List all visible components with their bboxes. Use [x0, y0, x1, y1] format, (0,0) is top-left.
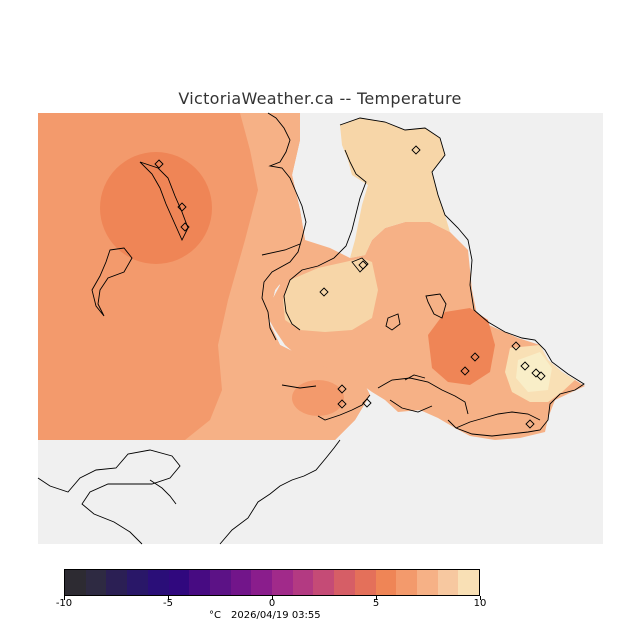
- colorbar: [64, 569, 480, 596]
- colorbar-tick: [272, 596, 273, 600]
- colorbar-tick-label: 10: [473, 598, 487, 609]
- colorbar-tick-label: 5: [372, 598, 380, 609]
- diamond-icon: [520, 361, 530, 371]
- diamond-icon: [536, 371, 546, 381]
- colorbar-bin: [230, 570, 252, 595]
- diamond-icon: [358, 260, 368, 270]
- land-pale-patch: [283, 258, 378, 332]
- diamond-icon: [362, 398, 372, 408]
- colorbar-tick: [64, 596, 65, 600]
- colorbar-bin: [209, 570, 231, 595]
- diamond-icon: [180, 222, 190, 232]
- diamond-icon: [177, 202, 187, 212]
- diamond-icon: [460, 366, 470, 376]
- colorbar-bin: [85, 570, 107, 595]
- colorbar-bin: [416, 570, 438, 595]
- colorbar-tick: [480, 596, 481, 600]
- colorbar-bin: [65, 570, 86, 595]
- land-north: [340, 118, 450, 258]
- colorbar-tick-label: -10: [55, 598, 73, 609]
- colorbar-bin: [313, 570, 335, 595]
- diamond-icon: [337, 384, 347, 394]
- colorbar-bin: [189, 570, 210, 595]
- colorbar-bin: [147, 570, 169, 595]
- colorbar-bin: [375, 570, 397, 595]
- unit-label: °C: [209, 610, 221, 621]
- map-title: VictoriaWeather.ca -- Temperature: [178, 89, 462, 108]
- station-markers: [154, 145, 546, 429]
- colorbar-bin: [334, 570, 355, 595]
- colorbar-bin: [437, 570, 459, 595]
- diamond-icon: [470, 352, 480, 362]
- temperature-warm-spot: [100, 152, 212, 264]
- temperature-warm-south: [292, 380, 344, 416]
- diamond-icon: [154, 159, 164, 169]
- colorbar-bin: [458, 570, 480, 595]
- colorbar-bin: [272, 570, 293, 595]
- colorbar-tick-label: -5: [163, 598, 173, 609]
- colorbar-tick: [376, 596, 377, 600]
- colorbar-bin: [127, 570, 148, 595]
- colorbar-tick: [168, 596, 169, 600]
- diamond-icon: [511, 341, 521, 351]
- diamond-icon: [337, 399, 347, 409]
- timestamp: 2026/04/19 03:55: [231, 610, 321, 621]
- colorbar-bin: [106, 570, 128, 595]
- diamond-icon: [531, 368, 541, 378]
- colorbar-bin: [354, 570, 376, 595]
- diamond-icon: [319, 287, 329, 297]
- colorbar-tick-label: 0: [268, 598, 276, 609]
- temperature-warm-east: [428, 308, 495, 385]
- colorbar-bin: [168, 570, 190, 595]
- colorbar-bin: [292, 570, 314, 595]
- colorbar-bin: [396, 570, 417, 595]
- colorbar-bin: [251, 570, 273, 595]
- diamond-icon: [525, 419, 535, 429]
- diamond-icon: [411, 145, 421, 155]
